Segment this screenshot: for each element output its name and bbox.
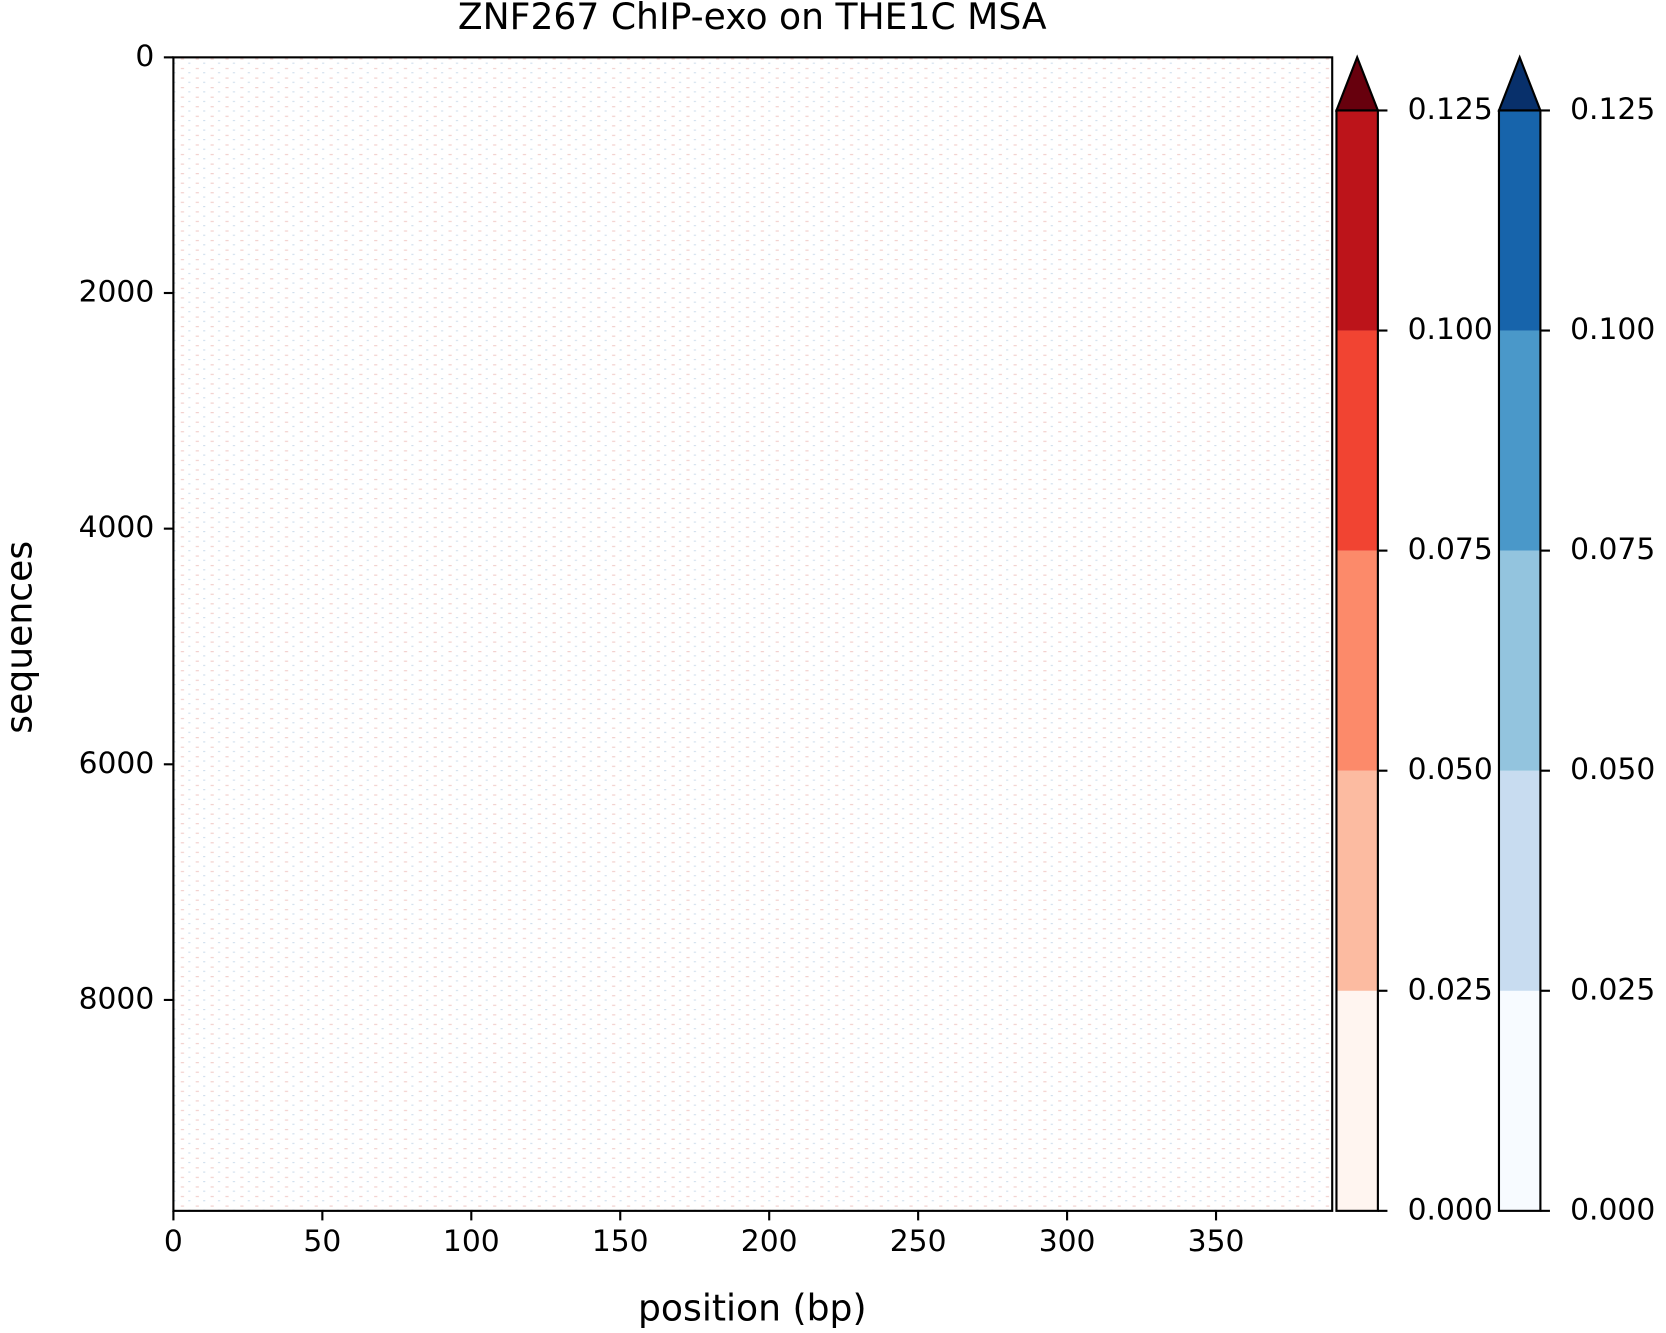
- colorbar-tick-label: 0.125: [1408, 92, 1493, 127]
- colorbar-segment: [1498, 990, 1541, 1211]
- y-tick-label: 0: [135, 39, 154, 74]
- x-tick-label: 350: [1188, 1224, 1245, 1259]
- colorbar-segment: [1336, 110, 1378, 331]
- colorbar-tick-label: 0.025: [1570, 972, 1655, 1007]
- x-tick-label: 50: [303, 1224, 341, 1259]
- x-tick-label: 300: [1039, 1224, 1096, 1259]
- colorbar-tick-label: 0.000: [1408, 1192, 1493, 1227]
- x-axis-label: position (bp): [638, 1287, 867, 1330]
- colorbar-segment: [1498, 330, 1541, 551]
- y-axis-label: sequences: [0, 541, 41, 734]
- heatmap-texture: [173, 57, 1333, 1211]
- colorbar-tick-label: 0.050: [1408, 752, 1493, 787]
- x-tick-label: 100: [443, 1224, 500, 1259]
- x-tick-label: 200: [741, 1224, 798, 1259]
- colorbar-segment: [1336, 990, 1378, 1211]
- colorbar-tick-label: 0.100: [1408, 312, 1493, 347]
- colorbar-tick-label: 0.050: [1570, 752, 1655, 787]
- colorbar-frame: [1497, 109, 1542, 1212]
- x-tick-label: 250: [890, 1224, 947, 1259]
- y-tick-label: 4000: [79, 510, 155, 545]
- colorbar-extend: [1497, 54, 1542, 112]
- colorbar-tick-label: 0.000: [1570, 1192, 1655, 1227]
- y-tick-label: 6000: [79, 746, 155, 781]
- colorbar-tick-label: 0.075: [1408, 532, 1493, 567]
- colorbar-tick-label: 0.125: [1570, 92, 1655, 127]
- chart-title: ZNF267 ChIP-exo on THE1C MSA: [458, 0, 1047, 38]
- plot-frame: [172, 56, 1334, 1212]
- y-tick-label: 2000: [79, 275, 155, 310]
- x-tick-label: 150: [592, 1224, 649, 1259]
- colorbar-tick-label: 0.100: [1570, 312, 1655, 347]
- x-tick-label: 0: [164, 1224, 183, 1259]
- colorbar-segment: [1498, 770, 1541, 991]
- colorbar-tick-label: 0.025: [1408, 972, 1493, 1007]
- colorbar-tick-label: 0.075: [1570, 532, 1655, 567]
- colorbar-segment: [1336, 330, 1378, 551]
- colorbar-segment: [1498, 110, 1541, 331]
- colorbar-segment: [1336, 770, 1378, 991]
- y-tick-label: 8000: [79, 981, 155, 1016]
- colorbar-extend: [1334, 54, 1380, 112]
- colorbar-frame: [1335, 109, 1379, 1212]
- colorbar-segment: [1498, 550, 1541, 771]
- colorbar-segment: [1336, 550, 1378, 771]
